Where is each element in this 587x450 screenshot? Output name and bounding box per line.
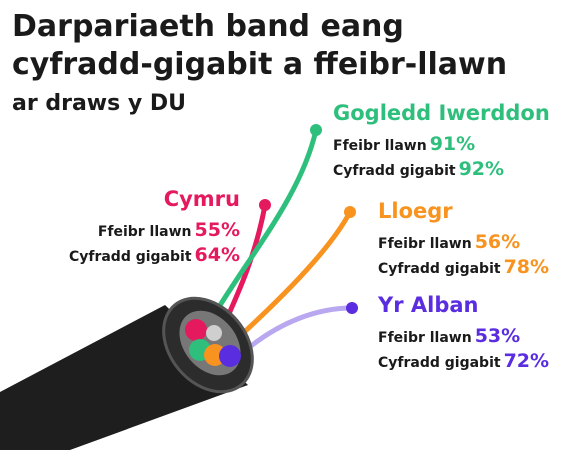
- cable-illustration: [0, 124, 358, 450]
- stat-label: Ffeibr llawn: [98, 224, 192, 240]
- stat-label: Cyfradd gigabit: [378, 355, 501, 371]
- stat-label: Cyfradd gigabit: [378, 261, 501, 277]
- subtitle: ar draws y DU: [12, 91, 186, 116]
- region-name: Cymru: [164, 187, 240, 211]
- title-line: cyfradd-gigabit a ffeibr-llawn: [12, 47, 507, 82]
- title-line: Darpariaeth band eang: [12, 9, 404, 44]
- infographic: Darpariaeth band eang cyfradd-gigabit a …: [0, 0, 587, 450]
- stat-value: 56%: [475, 231, 520, 253]
- region-name: Lloegr: [378, 199, 453, 223]
- stat-label: Ffeibr llawn: [378, 236, 472, 252]
- stat-value: 92%: [459, 158, 504, 180]
- stat-value: 78%: [504, 256, 549, 278]
- stat-value: 72%: [504, 350, 549, 372]
- stat-label: Ffeibr llawn: [333, 138, 427, 154]
- stat-label: Cyfradd gigabit: [69, 249, 192, 265]
- stat-label: Ffeibr llawn: [378, 330, 472, 346]
- stat-value: 64%: [195, 244, 240, 266]
- region-name: Yr Alban: [377, 293, 478, 317]
- stat-value: 55%: [195, 219, 240, 241]
- region-name: Gogledd Iwerddon: [333, 101, 550, 125]
- stat-value: 53%: [475, 325, 520, 347]
- stat-label: Cyfradd gigabit: [333, 163, 456, 179]
- stat-value: 91%: [430, 133, 475, 155]
